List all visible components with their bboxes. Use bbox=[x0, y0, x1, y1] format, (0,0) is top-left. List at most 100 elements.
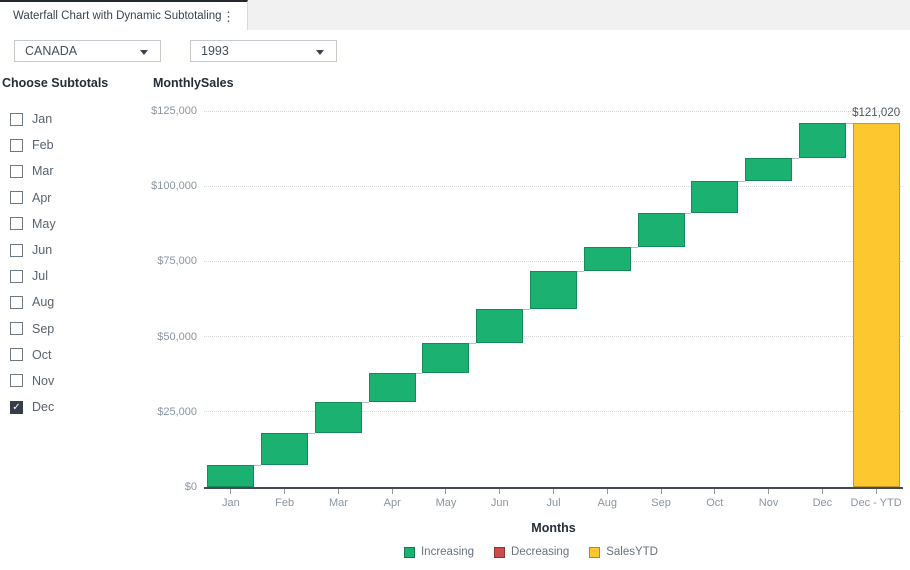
y-axis-label: $100,000 bbox=[151, 180, 197, 193]
subtotal-label-dec[interactable]: Dec bbox=[32, 400, 55, 415]
subtotal-checkbox-jun[interactable] bbox=[10, 243, 23, 257]
legend-swatch-salesytd-icon bbox=[589, 547, 601, 558]
subtotal-label-nov[interactable]: Nov bbox=[32, 373, 55, 388]
subtotal-checkbox-may[interactable] bbox=[10, 217, 23, 231]
x-axis-label: Dec bbox=[812, 497, 833, 509]
connector-line bbox=[523, 308, 530, 310]
subtotal-row-jun: Jun bbox=[2, 237, 142, 263]
y-axis-label: $0 bbox=[184, 481, 197, 493]
subtotal-checkbox-dec[interactable]: ✓ bbox=[10, 400, 23, 414]
y-axis-label: $75,000 bbox=[157, 255, 197, 268]
x-axis-tick bbox=[821, 489, 823, 494]
subtotal-label-jan[interactable]: Jan bbox=[32, 112, 53, 127]
tab-waterfall-chart[interactable]: Waterfall Chart with Dynamic Subtotaling… bbox=[0, 0, 248, 30]
gridline bbox=[204, 260, 903, 262]
legend-label: Decreasing bbox=[511, 546, 570, 558]
bar-dec[interactable] bbox=[798, 122, 846, 158]
subtotal-row-aug: Aug bbox=[2, 289, 142, 315]
subtotal-label-feb[interactable]: Feb bbox=[32, 138, 54, 153]
bar-aug[interactable] bbox=[583, 246, 631, 272]
x-axis-label: Jul bbox=[546, 497, 561, 509]
chart-title: MonthlySales bbox=[153, 76, 234, 90]
tab-strip: Waterfall Chart with Dynamic Subtotaling… bbox=[0, 0, 910, 30]
x-axis-label: Aug bbox=[597, 497, 618, 509]
region-dropdown[interactable]: CANADA bbox=[14, 40, 161, 62]
subtotal-checkbox-jul[interactable] bbox=[10, 269, 23, 283]
bar-may[interactable] bbox=[422, 342, 470, 373]
year-dropdown-value: 1993 bbox=[201, 44, 229, 58]
x-axis-tick bbox=[391, 489, 393, 494]
gridline bbox=[204, 110, 903, 112]
tab-strip-background bbox=[248, 0, 910, 30]
connector-line bbox=[361, 402, 369, 404]
bar-dec-ytd[interactable] bbox=[852, 122, 900, 487]
subtotal-row-feb: Feb bbox=[2, 132, 142, 158]
legend-label: SalesYTD bbox=[606, 546, 658, 558]
bar-jan[interactable] bbox=[207, 465, 255, 487]
legend-swatch-increasing-icon bbox=[403, 547, 415, 558]
subtotal-label-mar[interactable]: Mar bbox=[32, 164, 54, 179]
legend-item-salesytd[interactable]: SalesYTD bbox=[589, 546, 658, 559]
x-axis-tick bbox=[714, 489, 716, 494]
x-axis-tick bbox=[553, 489, 554, 494]
x-axis-label: Feb bbox=[275, 497, 295, 509]
x-axis-label: Oct bbox=[706, 497, 724, 509]
subtotal-label-aug[interactable]: Aug bbox=[32, 295, 55, 310]
subtotal-label-oct[interactable]: Oct bbox=[32, 347, 52, 362]
bar-sep[interactable] bbox=[637, 213, 685, 247]
x-axis-ticks bbox=[204, 489, 903, 495]
x-axis-label: Mar bbox=[328, 497, 348, 509]
subtotal-label-sep[interactable]: Sep bbox=[32, 321, 55, 336]
bar-oct[interactable] bbox=[691, 181, 739, 214]
bar-feb[interactable] bbox=[261, 433, 309, 466]
connector-line bbox=[308, 433, 315, 435]
tab-title: Waterfall Chart with Dynamic Subtotaling bbox=[13, 10, 222, 22]
x-axis-tick bbox=[230, 489, 232, 494]
x-axis-line bbox=[204, 487, 903, 489]
subtotal-label-jun[interactable]: Jun bbox=[32, 243, 53, 258]
x-axis-tick bbox=[875, 489, 877, 494]
legend-swatch-decreasing-icon bbox=[494, 547, 506, 558]
connector-line bbox=[845, 122, 853, 124]
subtotal-checkbox-sep[interactable] bbox=[10, 322, 23, 336]
subtotal-checkbox-aug[interactable] bbox=[10, 295, 23, 309]
legend-item-increasing[interactable]: Increasing bbox=[403, 546, 474, 559]
subtotal-row-mar: Mar bbox=[2, 158, 142, 184]
subtotal-checkbox-apr[interactable] bbox=[10, 191, 23, 205]
kebab-menu-icon[interactable]: ⋮ bbox=[222, 9, 235, 24]
y-axis-label: $25,000 bbox=[157, 405, 197, 418]
subtotal-row-jan: Jan bbox=[2, 106, 142, 132]
subtotal-checkbox-feb[interactable] bbox=[10, 138, 23, 152]
year-dropdown[interactable]: 1993 bbox=[190, 40, 337, 62]
subtotal-label-jul[interactable]: Jul bbox=[32, 269, 48, 284]
x-axis-label-row: Jan Feb Mar Apr May Jun Jul Aug Sep Oct Nov Dec Dec … bbox=[204, 497, 903, 513]
subtotal-checkbox-nov[interactable] bbox=[10, 374, 23, 388]
subtotal-checkbox-oct[interactable] bbox=[10, 348, 23, 362]
subtotal-row-oct: Oct bbox=[2, 342, 142, 368]
x-axis-label: Nov bbox=[758, 497, 779, 509]
y-axis-label: $125,000 bbox=[151, 105, 197, 117]
bar-mar[interactable] bbox=[314, 402, 362, 434]
x-axis-label: Apr bbox=[383, 497, 401, 509]
x-axis-label: Jan bbox=[222, 497, 240, 509]
region-dropdown-value: CANADA bbox=[25, 44, 78, 58]
bar-jul[interactable] bbox=[530, 271, 577, 309]
subtotal-checkbox-jan[interactable] bbox=[10, 112, 23, 126]
legend-item-decreasing[interactable]: Decreasing bbox=[494, 546, 569, 559]
subtotal-row-sep: Sep bbox=[2, 316, 142, 342]
x-axis-tick bbox=[337, 489, 339, 494]
gridline bbox=[204, 336, 903, 338]
subtotal-label-may[interactable]: May bbox=[32, 216, 56, 231]
x-axis-tick bbox=[768, 489, 770, 494]
bar-nov[interactable] bbox=[745, 157, 793, 182]
bar-apr[interactable] bbox=[368, 372, 416, 403]
bar-jun[interactable] bbox=[476, 308, 524, 343]
subtotal-row-nov: Nov bbox=[2, 368, 142, 394]
subtotal-checkbox-mar[interactable] bbox=[10, 164, 23, 178]
connector-line bbox=[792, 157, 799, 159]
subtotal-row-jul: Jul bbox=[2, 263, 142, 289]
subtotal-row-dec: ✓ Dec bbox=[2, 394, 142, 420]
x-axis-tick bbox=[445, 489, 447, 494]
subtotal-label-apr[interactable]: Apr bbox=[32, 190, 52, 205]
